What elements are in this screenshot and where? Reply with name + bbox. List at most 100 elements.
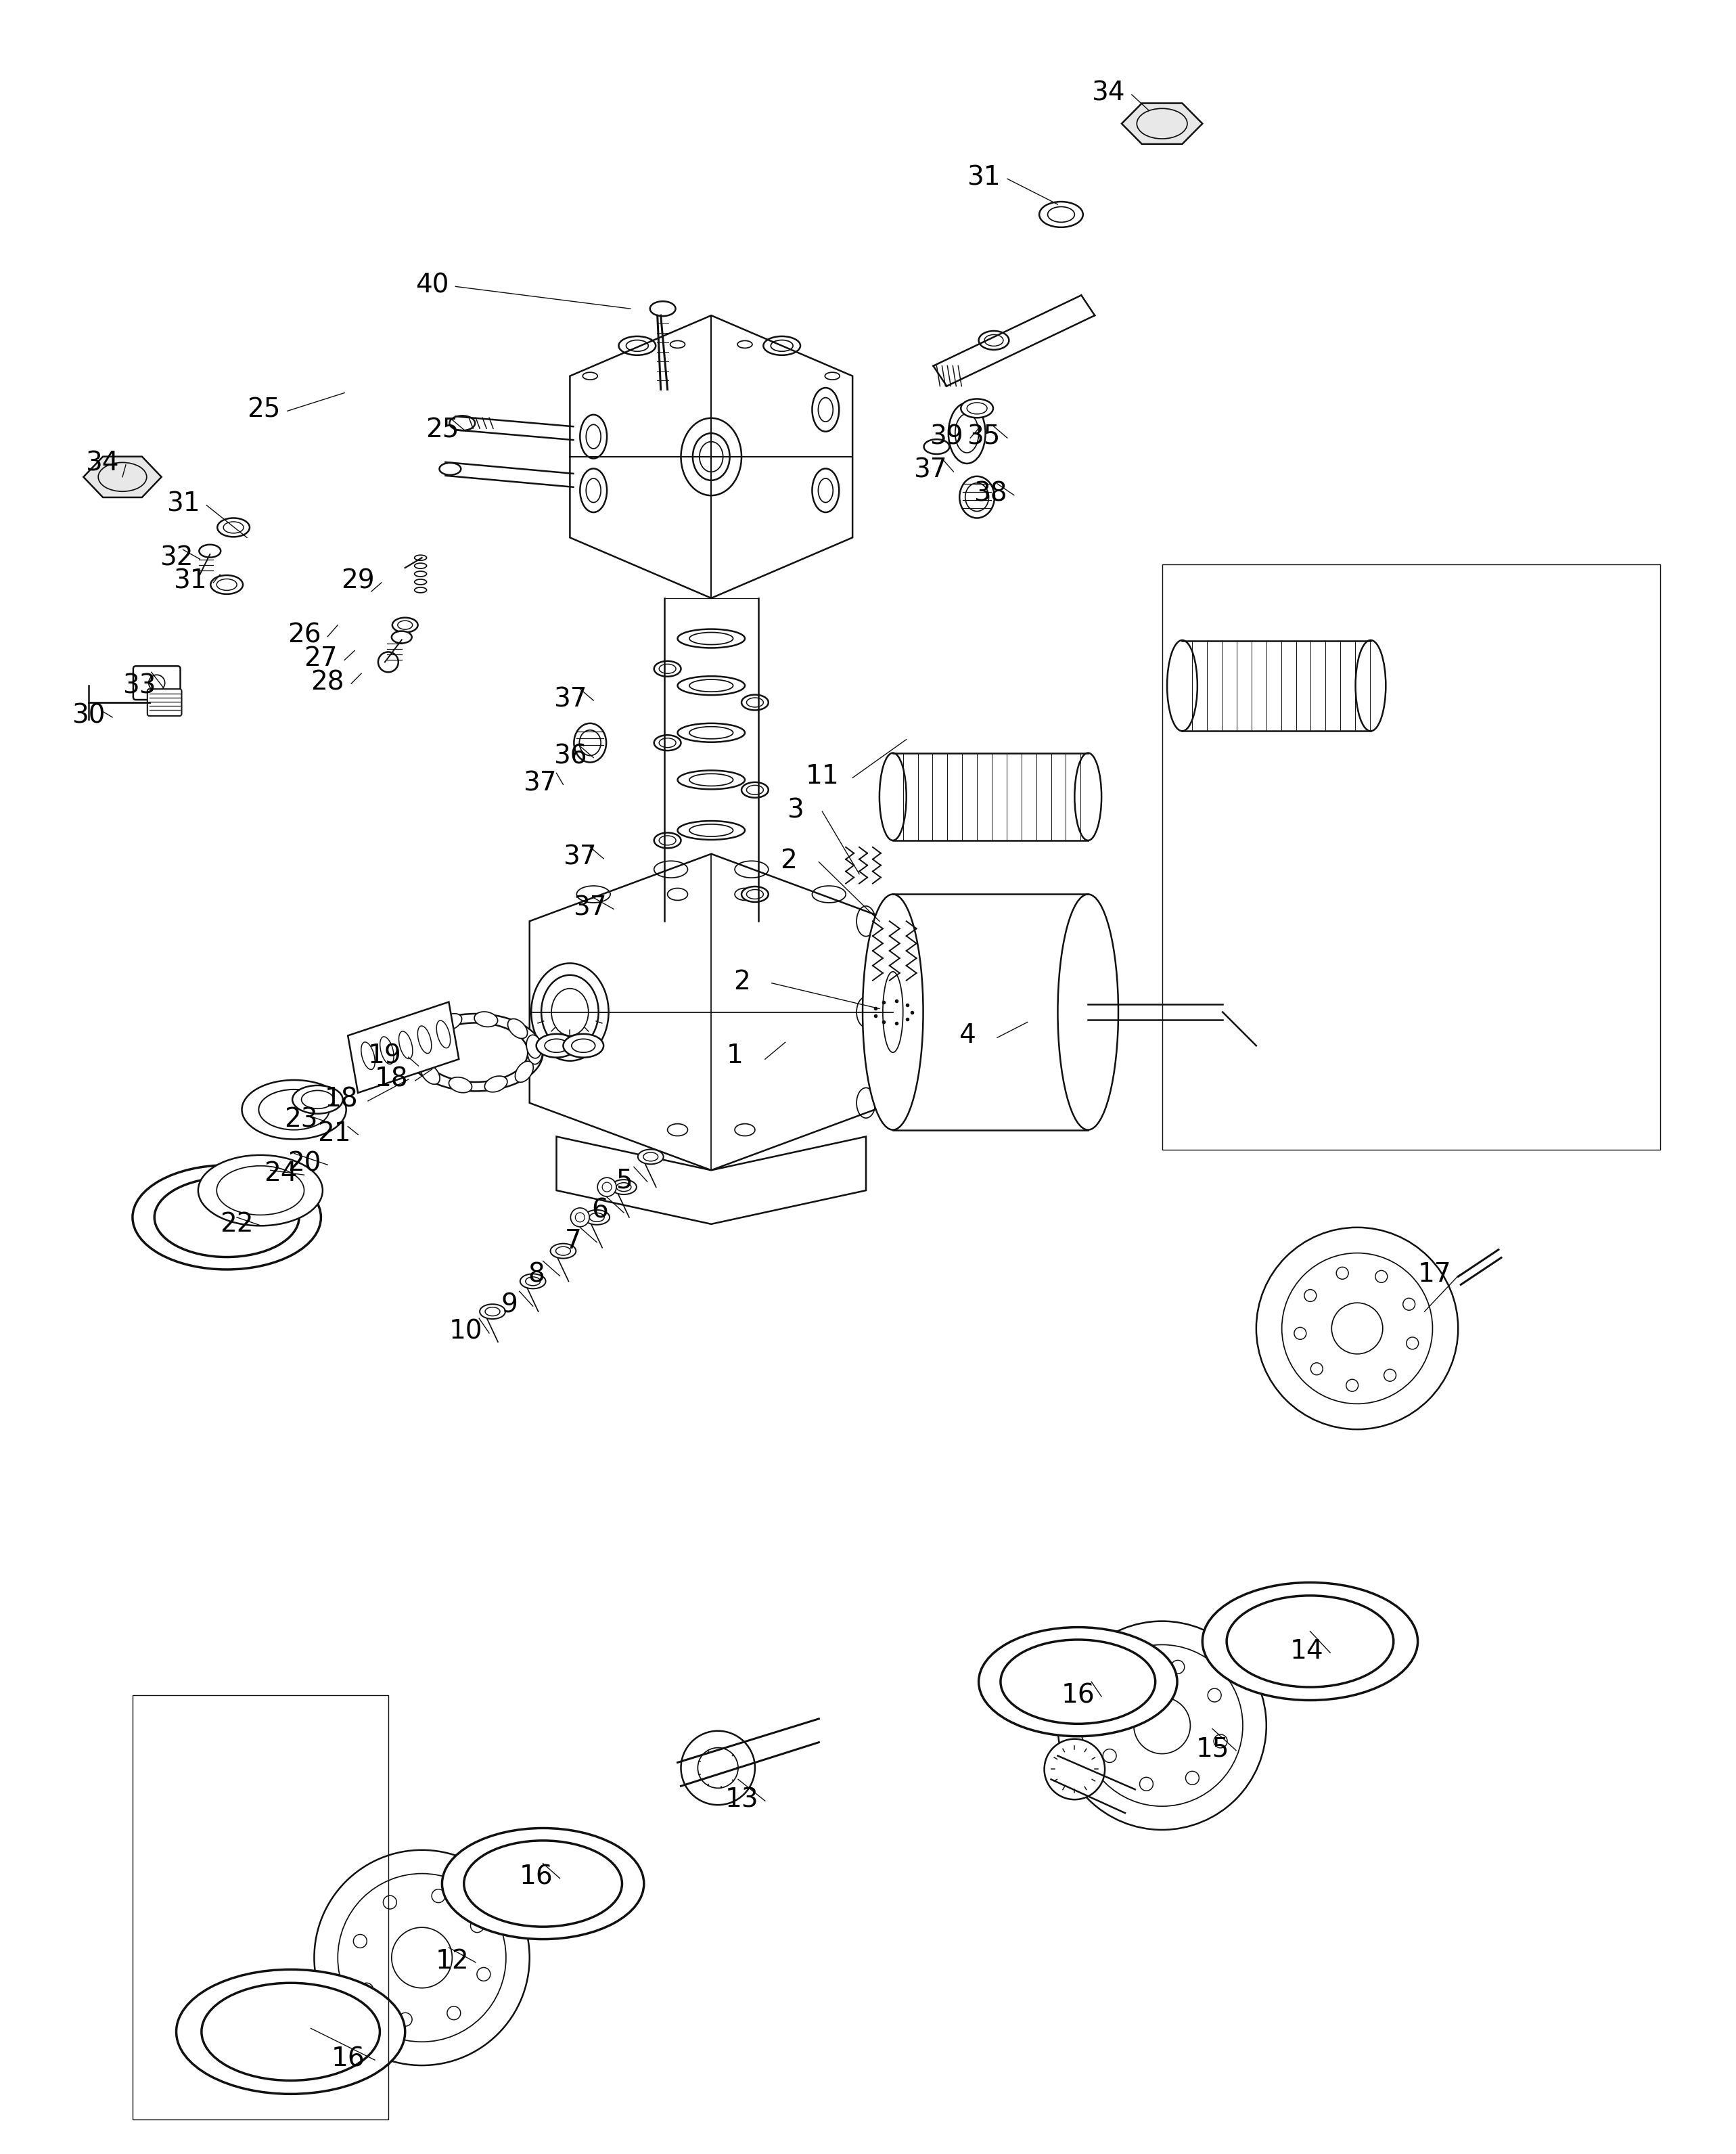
- Text: 27: 27: [304, 646, 339, 672]
- Circle shape: [1304, 1290, 1316, 1301]
- Ellipse shape: [984, 334, 1003, 347]
- Text: 22: 22: [220, 1211, 253, 1236]
- Circle shape: [1345, 1379, 1358, 1391]
- Ellipse shape: [965, 482, 990, 510]
- Ellipse shape: [443, 1829, 644, 1939]
- Ellipse shape: [955, 414, 979, 452]
- Ellipse shape: [259, 1090, 330, 1131]
- Ellipse shape: [616, 1183, 632, 1191]
- Ellipse shape: [420, 1064, 439, 1083]
- Ellipse shape: [880, 754, 906, 840]
- Text: 3: 3: [786, 797, 804, 823]
- Ellipse shape: [924, 439, 950, 454]
- Ellipse shape: [1000, 1639, 1156, 1723]
- Text: 7: 7: [564, 1228, 582, 1254]
- Circle shape: [339, 1874, 505, 2042]
- Ellipse shape: [439, 1015, 462, 1030]
- Ellipse shape: [479, 1303, 505, 1318]
- Ellipse shape: [302, 1090, 333, 1109]
- Text: 23: 23: [285, 1107, 318, 1133]
- Ellipse shape: [644, 1152, 658, 1161]
- Circle shape: [571, 1208, 590, 1228]
- Ellipse shape: [654, 661, 681, 676]
- Text: 37: 37: [554, 687, 587, 713]
- Ellipse shape: [450, 416, 476, 431]
- Polygon shape: [1121, 103, 1203, 144]
- Text: 33: 33: [123, 672, 156, 698]
- Ellipse shape: [516, 1062, 533, 1081]
- Ellipse shape: [677, 868, 745, 887]
- Ellipse shape: [436, 1021, 450, 1049]
- Text: 16: 16: [1061, 1682, 1095, 1708]
- Ellipse shape: [526, 1277, 540, 1286]
- Ellipse shape: [571, 1038, 595, 1053]
- Text: 21: 21: [318, 1120, 351, 1146]
- Ellipse shape: [562, 1034, 604, 1058]
- Ellipse shape: [410, 1045, 424, 1066]
- Text: 19: 19: [368, 1043, 401, 1068]
- Ellipse shape: [611, 1180, 637, 1195]
- Text: 11: 11: [806, 765, 838, 788]
- Circle shape: [1403, 1299, 1415, 1310]
- Circle shape: [448, 2005, 460, 2020]
- Circle shape: [1057, 1622, 1266, 1829]
- Ellipse shape: [418, 1025, 432, 1053]
- Ellipse shape: [948, 403, 986, 463]
- Ellipse shape: [649, 302, 675, 317]
- Circle shape: [432, 1889, 444, 1902]
- Circle shape: [681, 1732, 755, 1805]
- Ellipse shape: [654, 834, 681, 849]
- Circle shape: [1281, 1254, 1432, 1404]
- Text: 8: 8: [528, 1262, 545, 1288]
- Circle shape: [477, 1967, 490, 1982]
- Ellipse shape: [741, 887, 769, 903]
- Circle shape: [597, 1178, 616, 1195]
- Circle shape: [149, 674, 165, 691]
- Ellipse shape: [689, 726, 733, 739]
- Circle shape: [1134, 1697, 1191, 1753]
- Ellipse shape: [660, 836, 675, 844]
- Text: 15: 15: [1196, 1736, 1229, 1762]
- Ellipse shape: [550, 1243, 576, 1258]
- Text: 37: 37: [573, 894, 608, 920]
- Text: 34: 34: [85, 450, 120, 476]
- Ellipse shape: [545, 1038, 568, 1053]
- Ellipse shape: [474, 1012, 498, 1027]
- Ellipse shape: [177, 1969, 404, 2094]
- Ellipse shape: [217, 579, 236, 590]
- Text: 37: 37: [523, 771, 557, 797]
- Circle shape: [1125, 1667, 1139, 1680]
- Text: 2: 2: [733, 969, 750, 995]
- Ellipse shape: [408, 1015, 543, 1092]
- Ellipse shape: [960, 398, 993, 418]
- Circle shape: [602, 1183, 611, 1191]
- Circle shape: [1213, 1734, 1227, 1747]
- Circle shape: [1045, 1738, 1104, 1799]
- Ellipse shape: [556, 1247, 571, 1256]
- Text: 5: 5: [616, 1167, 632, 1193]
- Ellipse shape: [1075, 754, 1101, 840]
- Ellipse shape: [450, 1077, 472, 1092]
- Ellipse shape: [224, 521, 243, 534]
- Circle shape: [1082, 1646, 1243, 1807]
- Circle shape: [1097, 1704, 1111, 1717]
- Ellipse shape: [677, 724, 745, 743]
- Ellipse shape: [536, 1034, 576, 1058]
- Ellipse shape: [575, 724, 606, 763]
- Ellipse shape: [1167, 640, 1198, 730]
- Text: 31: 31: [174, 569, 207, 595]
- Ellipse shape: [484, 1077, 507, 1092]
- Text: 9: 9: [502, 1292, 517, 1318]
- Circle shape: [1257, 1228, 1458, 1430]
- Ellipse shape: [399, 1032, 413, 1060]
- Ellipse shape: [1203, 1583, 1418, 1700]
- Ellipse shape: [979, 1626, 1177, 1736]
- Text: 31: 31: [167, 491, 200, 517]
- Ellipse shape: [741, 696, 769, 711]
- Ellipse shape: [217, 1165, 304, 1215]
- Circle shape: [1384, 1370, 1396, 1381]
- Circle shape: [1311, 1363, 1323, 1374]
- Text: 31: 31: [967, 164, 1000, 190]
- Ellipse shape: [660, 739, 675, 747]
- Text: 1: 1: [726, 1043, 743, 1068]
